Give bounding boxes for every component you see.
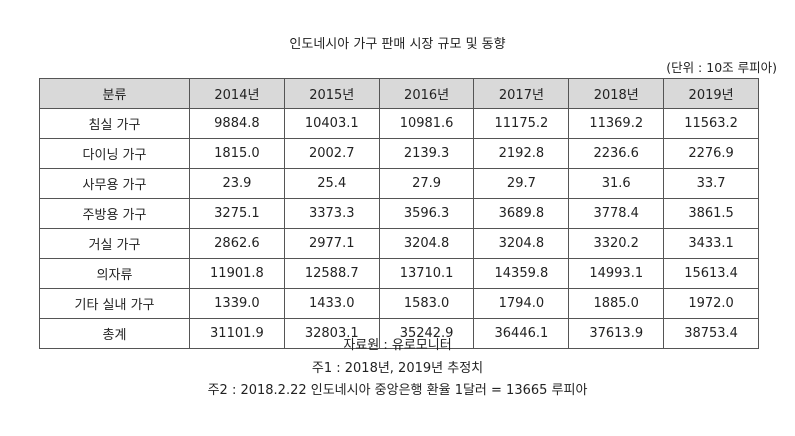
table-cell: 3596.3 <box>378 198 475 229</box>
table-cell: 2236.6 <box>568 138 665 169</box>
table-cell: 38753.4 <box>663 318 759 349</box>
table-cell: 3275.1 <box>189 198 285 229</box>
table-cell: 2977.1 <box>283 228 380 259</box>
row-label: 의자류 <box>39 258 190 289</box>
table-cell: 31101.9 <box>189 318 285 349</box>
table-cell: 35242.9 <box>378 318 475 349</box>
table-row: 다이닝 가구 1815.0 2002.7 2139.3 2192.8 2236.… <box>39 138 759 169</box>
footnote-1: 주1 : 2018년, 2019년 추정치 <box>311 360 484 376</box>
table-cell: 13710.1 <box>378 258 475 289</box>
header-cell-2018: 2018년 <box>568 78 665 109</box>
table-cell: 1972.0 <box>663 288 759 319</box>
row-label: 사무용 가구 <box>39 168 190 199</box>
table-row: 침실 가구 9884.8 10403.1 10981.6 11175.2 113… <box>39 108 759 139</box>
header-cell-2014: 2014년 <box>189 78 285 109</box>
row-label: 침실 가구 <box>39 108 190 139</box>
table-row-total: 총계 31101.9 32803.1 35242.9 36446.1 37613… <box>39 318 759 349</box>
table-header-row: 분류 2014년 2015년 2016년 2017년 2018년 2019년 <box>39 78 759 109</box>
header-cell-2017: 2017년 <box>473 78 570 109</box>
header-cell-2019: 2019년 <box>663 78 759 109</box>
market-size-table: 분류 2014년 2015년 2016년 2017년 2018년 2019년 침… <box>39 78 759 349</box>
footnotes: 자료원 : 유로모니터 주1 : 2018년, 2019년 추정치 주2 : 2… <box>0 335 795 403</box>
page-title: 인도네시아 가구 판매 시장 규모 및 동향 <box>289 37 506 52</box>
row-label: 다이닝 가구 <box>39 138 190 169</box>
table-cell: 1794.0 <box>473 288 570 319</box>
row-label: 기타 실내 가구 <box>39 288 190 319</box>
table-cell: 1815.0 <box>189 138 285 169</box>
table-row: 사무용 가구 23.9 25.4 27.9 29.7 31.6 33.7 <box>39 168 759 199</box>
table-cell: 2139.3 <box>378 138 475 169</box>
table-cell: 1885.0 <box>568 288 665 319</box>
table-row: 거실 가구 2862.6 2977.1 3204.8 3204.8 3320.2… <box>39 228 759 259</box>
table-cell: 1583.0 <box>378 288 475 319</box>
table-cell: 9884.8 <box>189 108 285 139</box>
table-cell: 11369.2 <box>568 108 665 139</box>
header-cell-2015: 2015년 <box>283 78 380 109</box>
row-label: 거실 가구 <box>39 228 190 259</box>
table-cell: 15613.4 <box>663 258 759 289</box>
table-cell: 10403.1 <box>283 108 380 139</box>
table-cell: 12588.7 <box>283 258 380 289</box>
table-cell: 3320.2 <box>568 228 665 259</box>
table-cell: 3204.8 <box>473 228 570 259</box>
source-note: 자료원 : 유로모니터 <box>343 338 452 353</box>
table-cell: 2862.6 <box>189 228 285 259</box>
table-cell: 23.9 <box>189 168 285 199</box>
header-cell-2016: 2016년 <box>378 78 475 109</box>
table-cell: 3373.3 <box>283 198 380 229</box>
table-cell: 1339.0 <box>189 288 285 319</box>
unit-label: (단위 : 10조 루피아) <box>666 60 777 75</box>
row-label: 주방용 가구 <box>39 198 190 229</box>
row-label: 총계 <box>39 318 190 349</box>
table-cell: 11563.2 <box>663 108 759 139</box>
table-cell: 3861.5 <box>663 198 759 229</box>
table-row: 기타 실내 가구 1339.0 1433.0 1583.0 1794.0 188… <box>39 288 759 319</box>
table-cell: 14359.8 <box>473 258 570 289</box>
table-cell: 11901.8 <box>189 258 285 289</box>
table-cell: 3433.1 <box>663 228 759 259</box>
table-cell: 3778.4 <box>568 198 665 229</box>
table-cell: 2192.8 <box>473 138 570 169</box>
table-cell: 25.4 <box>283 168 380 199</box>
table-cell: 11175.2 <box>473 108 570 139</box>
table-cell: 31.6 <box>568 168 665 199</box>
table-cell: 29.7 <box>473 168 570 199</box>
table-cell: 33.7 <box>663 168 759 199</box>
table-cell: 10981.6 <box>378 108 475 139</box>
table-cell: 2002.7 <box>283 138 380 169</box>
table-cell: 3204.8 <box>378 228 475 259</box>
header-cell-category: 분류 <box>39 78 190 109</box>
table-row: 주방용 가구 3275.1 3373.3 3596.3 3689.8 3778.… <box>39 198 759 229</box>
table-row: 의자류 11901.8 12588.7 13710.1 14359.8 1499… <box>39 258 759 289</box>
table-cell: 2276.9 <box>663 138 759 169</box>
table-cell: 14993.1 <box>568 258 665 289</box>
table-cell: 3689.8 <box>473 198 570 229</box>
table-cell: 1433.0 <box>283 288 380 319</box>
footnote-2: 주2 : 2018.2.22 인도네시아 중앙은행 환율 1달러 = 13665… <box>207 383 588 398</box>
table-cell: 27.9 <box>378 168 475 199</box>
